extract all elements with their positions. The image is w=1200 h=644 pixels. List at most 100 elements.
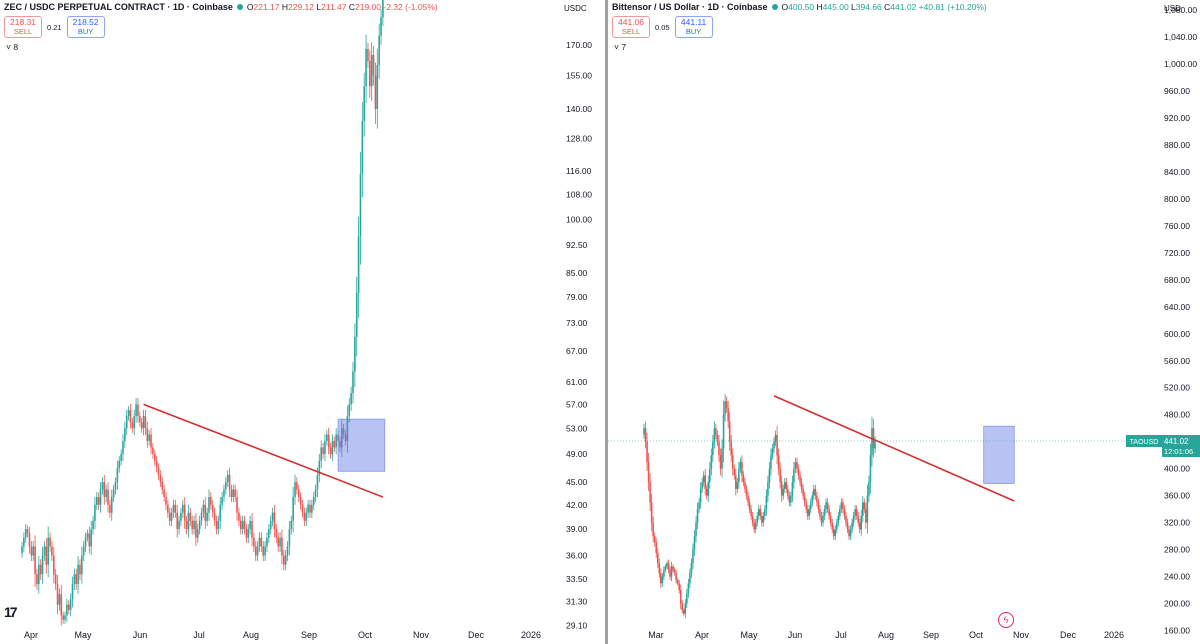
- candle-body: [189, 512, 192, 521]
- candle-body: [724, 401, 726, 415]
- candle-body: [34, 546, 36, 575]
- candle-body: [682, 610, 685, 614]
- candle-body: [842, 502, 844, 510]
- price-tick-label: 170.00: [566, 40, 592, 50]
- candle-body: [296, 482, 298, 490]
- candle-body: [281, 537, 283, 556]
- candle-body: [253, 537, 255, 547]
- candle-body: [277, 537, 279, 547]
- candle-body: [686, 593, 688, 604]
- candle-body: [733, 468, 736, 476]
- candle-body: [759, 509, 762, 516]
- candle-body: [690, 563, 693, 574]
- candle-body: [213, 512, 216, 521]
- time-tick-label: Apr: [24, 630, 38, 640]
- candle-body: [712, 441, 714, 456]
- price-tick-label: 85.00: [566, 268, 588, 278]
- zec-chart-pane[interactable]: 170.00 155.00 140.00 128.00 116.00 108.00 100.…: [0, 0, 605, 644]
- tao-spread: 0.05: [655, 22, 670, 32]
- tao-sell-button[interactable]: 441.06 SELL: [612, 16, 650, 38]
- price-tick-label: 140.00: [566, 104, 592, 114]
- candle-body: [155, 460, 158, 468]
- candle-body: [363, 86, 366, 121]
- candle-body: [874, 441, 876, 449]
- candle-body: [322, 447, 324, 455]
- price-tick-label: 160.00: [1164, 626, 1190, 636]
- candle-body: [661, 576, 664, 584]
- zec-buy-button[interactable]: 218.52 BUY: [66, 16, 105, 38]
- candle-body: [122, 440, 124, 455]
- zec-currency-label[interactable]: USDC: [564, 4, 587, 13]
- candle-body: [822, 515, 824, 523]
- candle-body: [699, 488, 702, 503]
- lightning-icon[interactable]: ϟ: [998, 612, 1014, 628]
- price-tick-label: 100.00: [566, 215, 592, 225]
- pane-divider[interactable]: [605, 0, 608, 644]
- tao-currency-label[interactable]: USD: [1164, 4, 1181, 13]
- zec-symbol[interactable]: ZEC / USDC PERPETUAL CONTRACT · 1D · Coi…: [4, 2, 233, 12]
- candle-body: [350, 393, 352, 405]
- candle-body: [669, 569, 671, 577]
- candle-body: [852, 515, 855, 523]
- candle-body: [307, 504, 309, 513]
- candle-body: [829, 515, 832, 523]
- candle-body: [258, 537, 261, 547]
- zec-indicators-toggle[interactable]: ˅ 8: [6, 42, 19, 52]
- candle-body: [114, 482, 117, 490]
- candle-body: [191, 520, 193, 530]
- candle-body: [719, 455, 722, 469]
- candle-body: [327, 434, 330, 448]
- zec-sell-label: SELL: [13, 27, 33, 36]
- tradingview-logo-icon[interactable]: 17: [4, 604, 18, 620]
- candle-body: [868, 482, 870, 496]
- candle-body: [139, 416, 141, 423]
- price-tick-label: 720.00: [1164, 248, 1190, 258]
- price-tick-label: 960.00: [1164, 86, 1190, 96]
- candle-body: [60, 594, 63, 616]
- candle-body: [286, 546, 289, 556]
- candle-body: [187, 512, 190, 530]
- price-tag-symbol-bg: [1126, 435, 1162, 448]
- candle-body: [791, 482, 794, 496]
- zec-sell-button[interactable]: 218.31 SELL: [4, 16, 42, 38]
- candle-body: [708, 468, 711, 483]
- candle-body: [129, 410, 132, 423]
- candle-body: [112, 489, 115, 498]
- tao-chart-pane[interactable]: 1,080.00 1,040.00 1,000.00 960.00 920.00 880.…: [608, 0, 1200, 644]
- tao-symbol[interactable]: Bittensor / US Dollar · 1D · Coinbase: [612, 2, 768, 12]
- candle-body: [653, 536, 656, 543]
- tao-indicators-toggle[interactable]: ˅ 7: [614, 42, 627, 52]
- candle-body: [183, 504, 186, 521]
- candle-body: [681, 603, 684, 611]
- tao-chart[interactable]: 1,080.00 1,040.00 1,000.00 960.00 920.00 880.…: [608, 0, 1200, 644]
- tao-buy-price: 441.11: [680, 17, 707, 27]
- candle-body: [180, 512, 182, 521]
- candle-body: [866, 495, 869, 523]
- candle-body: [768, 468, 771, 483]
- candle-body: [701, 482, 703, 489]
- zec-chart[interactable]: 170.00 155.00 140.00 128.00 116.00 108.00 100.…: [0, 0, 605, 644]
- candle-body: [855, 509, 858, 516]
- candle-body: [365, 48, 367, 87]
- price-tick-label: 400.00: [1164, 464, 1190, 474]
- time-tick-label: Sep: [301, 630, 317, 640]
- candle-body: [647, 461, 650, 483]
- candle-body: [64, 615, 66, 620]
- candle-body: [103, 482, 106, 498]
- candle-body: [676, 579, 679, 584]
- candle-body: [174, 504, 177, 513]
- price-tick-label: 640.00: [1164, 302, 1190, 312]
- candle-body: [243, 520, 246, 530]
- candle-body: [251, 520, 253, 538]
- candle-body: [354, 336, 356, 372]
- candle-body: [644, 428, 647, 442]
- candle-body: [787, 488, 789, 496]
- candle-body: [247, 529, 250, 538]
- zec-buy-price: 218.52: [72, 17, 99, 27]
- candle-body: [745, 488, 748, 496]
- candle-body: [816, 495, 818, 503]
- candle-body: [30, 546, 33, 556]
- tao-buy-button[interactable]: 441.11 BUY: [674, 16, 713, 38]
- candle-body: [88, 533, 91, 547]
- candle-body: [361, 120, 364, 174]
